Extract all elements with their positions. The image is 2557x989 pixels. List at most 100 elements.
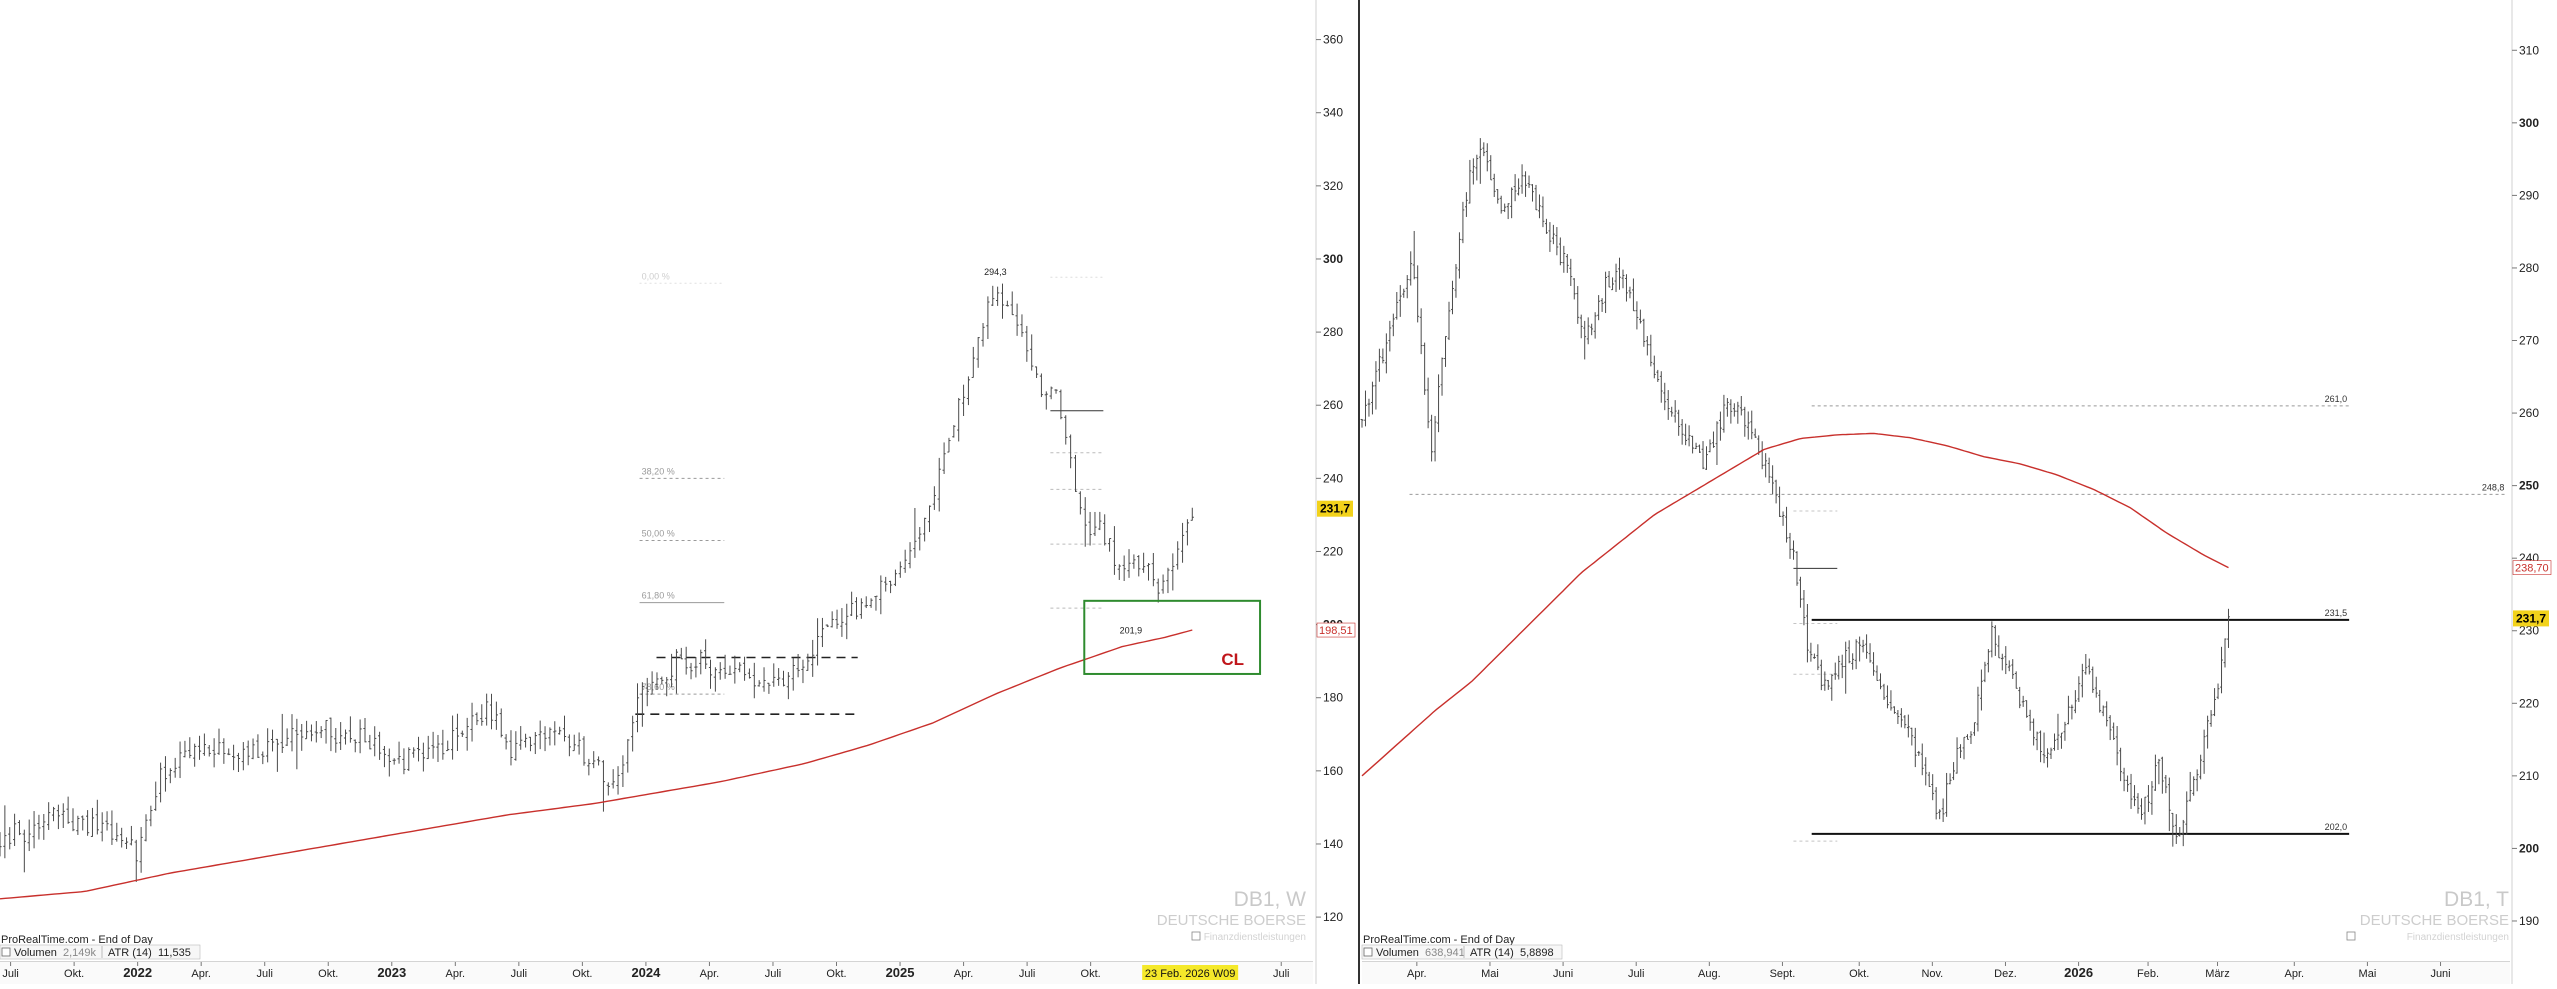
candles [1360, 138, 2230, 847]
candle [2216, 683, 2220, 700]
candle [227, 748, 231, 756]
candle [1677, 409, 1681, 436]
candle [2185, 791, 2189, 835]
candle [251, 738, 255, 760]
candle [402, 748, 406, 775]
daily-chart-panel[interactable]: 1902002102202302402502602702802903003102… [1360, 0, 2557, 984]
candle [1618, 257, 1621, 290]
candle [71, 808, 75, 832]
weekly-chart-panel[interactable]: 1201401601802002202402602803003203403603… [0, 0, 1357, 984]
candle [1725, 398, 1729, 417]
y-tick-label: 220 [1323, 544, 1343, 558]
candle [373, 726, 377, 757]
candle [1485, 143, 1489, 172]
candle [1614, 263, 1618, 292]
candle [991, 285, 995, 307]
candle [1146, 563, 1151, 581]
candle [742, 656, 747, 681]
candle [981, 323, 985, 347]
candle [343, 729, 348, 745]
candle [2105, 701, 2109, 727]
candle [840, 608, 844, 637]
candle [309, 724, 314, 742]
candle [212, 738, 216, 768]
candle [421, 742, 425, 772]
candle [382, 745, 387, 768]
candle [2098, 689, 2102, 713]
swing-label: 201,9 [1120, 626, 1143, 636]
candle [1830, 674, 1834, 701]
candle [908, 542, 912, 569]
candle [1993, 625, 1997, 656]
candle [475, 712, 479, 726]
candle [859, 598, 863, 619]
candle [465, 717, 469, 751]
candle [660, 676, 664, 685]
candle [961, 384, 966, 417]
candle [582, 736, 586, 766]
x-tick-label: Juli [1628, 968, 1645, 980]
y-tick-label: 340 [1323, 106, 1343, 120]
candles [0, 283, 1194, 882]
candle [1990, 621, 1994, 658]
candle [1781, 511, 1785, 526]
candle [363, 717, 367, 743]
candle [499, 708, 503, 738]
candle [1715, 421, 1719, 465]
candle [888, 580, 893, 594]
volume-label: Volumen [1376, 947, 1419, 959]
candle [358, 719, 362, 754]
candle [144, 814, 148, 842]
candle [869, 598, 873, 608]
info-icon [1191, 931, 1201, 941]
candle [533, 731, 537, 755]
candle [1190, 507, 1194, 521]
indicator-bar-bg [1361, 944, 1563, 960]
candle [300, 723, 304, 751]
candle [1903, 715, 1907, 729]
candle [1073, 454, 1078, 492]
candle [2087, 658, 2091, 675]
candle [2011, 659, 2015, 679]
indicator-bar[interactable]: Volumen 2,149k ATR (14) 11,535 [0, 944, 201, 960]
candle [37, 814, 41, 840]
candle [1732, 403, 1736, 417]
candle [1098, 511, 1102, 531]
candle [2028, 709, 2032, 731]
candle [786, 672, 790, 700]
candle [825, 624, 829, 628]
y-tick-label: 120 [1323, 910, 1343, 924]
candle [893, 569, 898, 587]
candle [1419, 308, 1423, 355]
x-tick-label: Dez. [1994, 968, 2017, 980]
candle [1482, 142, 1486, 157]
candle [1381, 348, 1385, 364]
candle [2213, 688, 2216, 717]
candle [1461, 201, 1465, 244]
candle [996, 286, 1000, 306]
candle [1882, 683, 1886, 701]
candle [295, 718, 299, 770]
volume-label: Volumen [14, 947, 57, 959]
current-date-label: 23 Feb. 2026 W09 [1145, 968, 1236, 980]
candle [1927, 771, 1931, 788]
y-tick-label: 310 [2519, 43, 2539, 57]
candle [42, 814, 46, 840]
last-price-label: 231,7 [1320, 502, 1350, 516]
candle [407, 747, 411, 771]
y-tick-label: 270 [2519, 334, 2539, 348]
candle [1548, 222, 1552, 252]
candle [270, 729, 275, 752]
indicator-bar[interactable]: Volumen 638,941 ATR (14) 5,8898 [1361, 944, 1563, 960]
candle [2167, 777, 2171, 832]
candle [1694, 442, 1698, 450]
candle [1475, 154, 1479, 181]
candle [1986, 649, 1990, 673]
x-tick-label: Juli [256, 968, 273, 980]
candle [1649, 334, 1653, 367]
candle [1774, 479, 1778, 504]
candle [1454, 264, 1458, 298]
candle [261, 751, 265, 765]
candle [1151, 552, 1155, 587]
candle [845, 603, 849, 640]
